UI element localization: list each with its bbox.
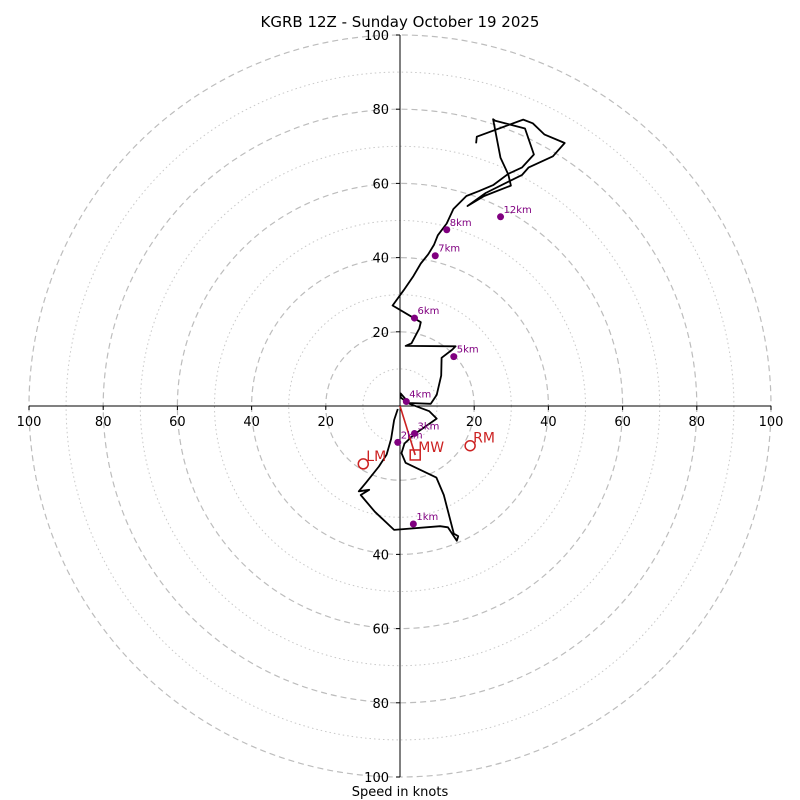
height-label-3km: 3km bbox=[417, 421, 439, 432]
height-marker-2km bbox=[394, 438, 402, 446]
x-tick-label: 100 bbox=[17, 415, 42, 430]
x-tick-label: 20 bbox=[318, 415, 335, 430]
x-tick-label: 40 bbox=[243, 415, 260, 430]
height-marker-6km bbox=[410, 314, 418, 322]
storm-motion-lm-marker bbox=[357, 458, 370, 470]
x-tick-label: 80 bbox=[95, 415, 112, 430]
storm-motion-mw-label: MW bbox=[418, 440, 444, 456]
storm-motion-rm-label: RM bbox=[473, 431, 495, 447]
height-label-7km: 7km bbox=[438, 244, 460, 255]
height-marker-5km bbox=[450, 353, 458, 361]
height-marker-4km bbox=[402, 398, 410, 406]
storm-motion-markers: RM LM MW bbox=[357, 431, 495, 470]
x-tick-label: 80 bbox=[689, 415, 706, 430]
height-marker-7km bbox=[431, 252, 439, 260]
y-tick-label: 20 bbox=[372, 326, 389, 341]
height-label-12km: 12km bbox=[504, 205, 532, 216]
hodograph-trace-layer bbox=[357, 118, 566, 542]
mean-wind-vector bbox=[399, 405, 416, 456]
storm-motion-mw-marker bbox=[409, 449, 421, 461]
y-tick-label: 80 bbox=[372, 103, 389, 118]
hodograph-trace bbox=[357, 118, 566, 542]
y-tick-label: 40 bbox=[372, 548, 389, 563]
y-tick-label: 80 bbox=[372, 697, 389, 712]
y-tick-label: 60 bbox=[372, 177, 389, 192]
x-axis-label: Speed in knots bbox=[352, 785, 449, 800]
x-tick-label: 40 bbox=[540, 415, 557, 430]
y-tick-label: 60 bbox=[372, 623, 389, 638]
storm-motion-lm-label: LM bbox=[366, 449, 386, 465]
height-label-5km: 5km bbox=[457, 345, 479, 356]
height-marker-1km bbox=[409, 520, 417, 528]
x-tick-label: 60 bbox=[614, 415, 631, 430]
height-label-8km: 8km bbox=[450, 218, 472, 229]
chart-title: KGRB 12Z - Sunday October 19 2025 bbox=[261, 13, 540, 31]
height-marker-12km bbox=[497, 213, 505, 221]
height-marker-3km bbox=[410, 429, 418, 437]
height-label-1km: 1km bbox=[416, 512, 438, 523]
y-tick-label: 100 bbox=[364, 29, 389, 44]
height-label-6km: 6km bbox=[417, 306, 439, 317]
y-tick-label: 100 bbox=[364, 771, 389, 786]
height-marker-8km bbox=[443, 226, 451, 234]
height-label-2km: 2km bbox=[401, 430, 423, 441]
x-tick-label: 20 bbox=[466, 415, 483, 430]
height-label-4km: 4km bbox=[409, 390, 431, 401]
x-tick-label: 60 bbox=[169, 415, 186, 430]
x-tick-label: 100 bbox=[759, 415, 784, 430]
y-tick-label: 40 bbox=[372, 252, 389, 267]
tick-labels: 100 80 60 40 20 20 40 60 80 100 100 80 60 40 20 40 60 80 1… bbox=[17, 29, 784, 786]
storm-motion-rm-marker bbox=[464, 439, 476, 452]
